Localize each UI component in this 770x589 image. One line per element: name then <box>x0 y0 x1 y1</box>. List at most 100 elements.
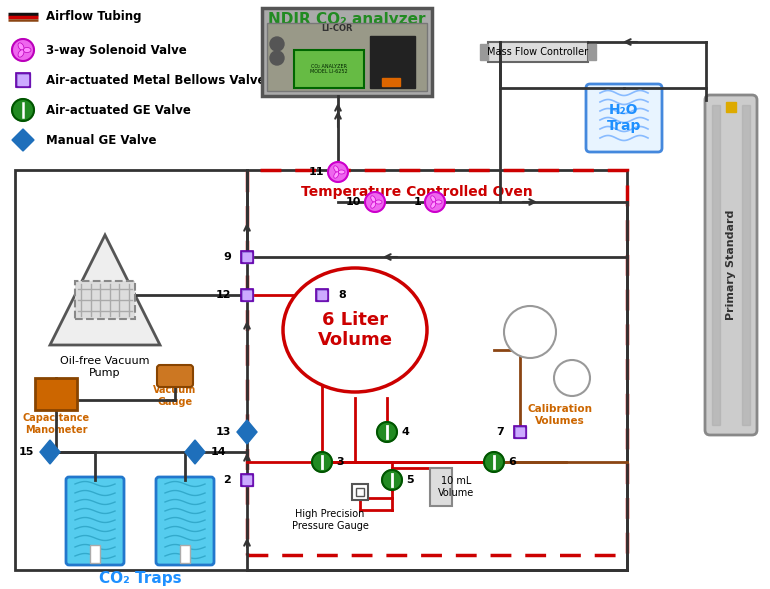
Text: 7: 7 <box>496 427 504 437</box>
Text: Primary Standard: Primary Standard <box>726 210 736 320</box>
Polygon shape <box>50 235 160 345</box>
Text: 10 mL
Volume: 10 mL Volume <box>438 476 474 498</box>
Ellipse shape <box>338 170 345 174</box>
Text: Capacitance
Manometer: Capacitance Manometer <box>22 413 89 435</box>
Polygon shape <box>12 129 34 151</box>
FancyBboxPatch shape <box>66 477 124 565</box>
Text: Air-actuated GE Valve: Air-actuated GE Valve <box>46 104 191 117</box>
Bar <box>318 291 326 299</box>
Text: CO₂ ANALYZER
MODEL LI-6252: CO₂ ANALYZER MODEL LI-6252 <box>310 64 348 74</box>
Polygon shape <box>40 440 60 464</box>
Ellipse shape <box>18 43 24 50</box>
FancyBboxPatch shape <box>75 281 135 319</box>
Bar <box>712 105 720 425</box>
Bar <box>352 484 368 500</box>
Bar <box>480 44 488 60</box>
Bar <box>241 251 253 263</box>
Text: LI-COR: LI-COR <box>321 24 353 32</box>
FancyBboxPatch shape <box>262 8 432 96</box>
Ellipse shape <box>333 166 339 172</box>
Text: 15: 15 <box>18 447 34 457</box>
Bar <box>726 102 736 112</box>
Text: 12: 12 <box>216 290 231 300</box>
Circle shape <box>377 422 397 442</box>
Circle shape <box>12 99 34 121</box>
Text: Airflow Tubing: Airflow Tubing <box>46 9 142 22</box>
Bar <box>356 488 364 496</box>
Text: Calibration
Volumes: Calibration Volumes <box>527 404 592 426</box>
Text: 3-way Solenoid Valve: 3-way Solenoid Valve <box>46 44 187 57</box>
Text: 6: 6 <box>508 457 516 467</box>
Bar <box>243 253 251 261</box>
Bar <box>514 426 526 438</box>
Ellipse shape <box>283 268 427 392</box>
Text: Vacuum
Gauge: Vacuum Gauge <box>153 385 196 407</box>
Ellipse shape <box>435 200 442 204</box>
Bar <box>243 291 251 299</box>
Text: Manual GE Valve: Manual GE Valve <box>46 134 156 147</box>
Bar <box>316 289 328 301</box>
Polygon shape <box>185 440 205 464</box>
Bar <box>241 251 253 263</box>
Ellipse shape <box>18 50 24 57</box>
Bar <box>243 476 251 484</box>
Circle shape <box>12 39 34 61</box>
Text: CO₂ Traps: CO₂ Traps <box>99 571 181 585</box>
Bar <box>180 545 190 563</box>
Bar <box>316 289 328 301</box>
Circle shape <box>484 452 504 472</box>
Text: 3: 3 <box>336 457 343 467</box>
Ellipse shape <box>333 172 339 178</box>
Text: 4: 4 <box>401 427 409 437</box>
Circle shape <box>270 51 284 65</box>
Ellipse shape <box>504 306 556 358</box>
Ellipse shape <box>371 202 376 209</box>
Circle shape <box>328 162 348 182</box>
FancyBboxPatch shape <box>586 84 662 152</box>
Text: 9: 9 <box>223 252 231 262</box>
Bar <box>18 75 28 85</box>
FancyBboxPatch shape <box>157 365 193 387</box>
FancyBboxPatch shape <box>267 23 427 91</box>
Text: Air-actuated Metal Bellows Valve: Air-actuated Metal Bellows Valve <box>46 74 266 87</box>
Circle shape <box>365 192 385 212</box>
Text: High Precision
Pressure Gauge: High Precision Pressure Gauge <box>292 509 368 531</box>
Ellipse shape <box>430 202 436 209</box>
Text: 10: 10 <box>346 197 361 207</box>
Ellipse shape <box>23 48 31 52</box>
Circle shape <box>270 37 284 51</box>
Text: H₂O
Trap: H₂O Trap <box>607 103 641 133</box>
Text: 8: 8 <box>338 290 346 300</box>
Circle shape <box>425 192 445 212</box>
Bar <box>588 44 596 60</box>
FancyBboxPatch shape <box>294 50 364 88</box>
Bar <box>90 545 100 563</box>
Bar <box>382 78 400 86</box>
Text: 1: 1 <box>413 197 421 207</box>
Bar <box>514 426 526 438</box>
Circle shape <box>312 452 332 472</box>
Text: 14: 14 <box>211 447 226 457</box>
Text: 6 Liter
Volume: 6 Liter Volume <box>317 310 393 349</box>
Bar <box>241 474 253 486</box>
Bar <box>241 289 253 301</box>
Text: Oil-free Vacuum
Pump: Oil-free Vacuum Pump <box>60 356 149 378</box>
Bar <box>241 474 253 486</box>
Text: 2: 2 <box>223 475 231 485</box>
Ellipse shape <box>371 196 376 202</box>
Text: 13: 13 <box>216 427 231 437</box>
Circle shape <box>382 470 402 490</box>
Bar <box>35 378 77 410</box>
FancyBboxPatch shape <box>156 477 214 565</box>
Text: Mass Flow Controller: Mass Flow Controller <box>487 47 588 57</box>
Ellipse shape <box>430 196 436 202</box>
Ellipse shape <box>375 200 382 204</box>
Text: NDIR CO₂ analyzer: NDIR CO₂ analyzer <box>268 12 426 27</box>
FancyBboxPatch shape <box>705 95 757 435</box>
Bar <box>370 36 415 88</box>
Ellipse shape <box>554 360 590 396</box>
Polygon shape <box>237 420 257 444</box>
Bar <box>430 468 452 506</box>
Text: 5: 5 <box>406 475 413 485</box>
Bar <box>516 428 524 436</box>
